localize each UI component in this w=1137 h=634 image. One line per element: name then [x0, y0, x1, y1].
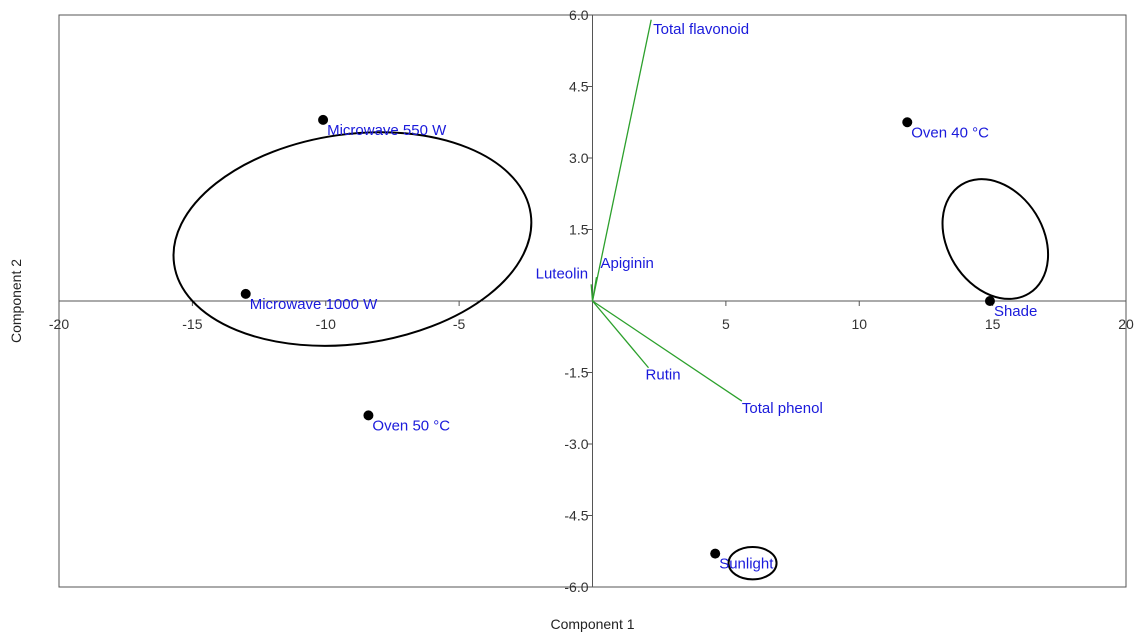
- point-label: Microwave 1000 W: [250, 296, 378, 313]
- x-tick-label: -5: [453, 316, 466, 332]
- loading-label: Apiginin: [601, 255, 654, 272]
- tick-layer: -20 -15 -10 -5 5 10 15 20 6.0 4.5 3.0 1.5 -1.5 -3.0 -4…: [49, 7, 1134, 595]
- loading-vectors: Total flavonoid Apiginin Luteolin Rutin Tota…: [536, 19, 823, 417]
- loading-line: [590, 284, 594, 302]
- x-tick-label: 5: [722, 316, 730, 332]
- point-label: Oven 50 °C: [372, 417, 450, 434]
- group-ellipse: [727, 545, 778, 581]
- loading-label: Total phenol: [742, 400, 823, 417]
- x-tick-label: 20: [1118, 316, 1134, 332]
- score-point: [710, 548, 721, 559]
- x-tick-label: 15: [985, 316, 1001, 332]
- loading-line: [592, 300, 743, 402]
- y-tick-label: 3.0: [569, 150, 589, 166]
- x-tick-label: 10: [851, 316, 867, 332]
- group-ellipses: [172, 131, 1050, 581]
- y-tick-label: -1.5: [564, 365, 588, 381]
- score-point: [363, 410, 374, 421]
- loading-label: Rutin: [646, 367, 681, 384]
- loading-line: [592, 300, 650, 369]
- x-axis-title: Component 1: [550, 616, 634, 632]
- y-tick-label: 6.0: [569, 7, 589, 23]
- y-tick-label: -4.5: [564, 508, 588, 524]
- loading-line: [591, 277, 598, 302]
- x-tick-label: -15: [182, 316, 202, 332]
- score-point: [984, 296, 995, 306]
- y-tick-label: 4.5: [569, 79, 589, 95]
- loading-label: Luteolin: [536, 265, 589, 282]
- score-point: [902, 117, 913, 128]
- loading-label: Total flavonoid: [653, 21, 749, 38]
- group-ellipse: [172, 131, 533, 347]
- x-tick-label: -10: [316, 316, 336, 332]
- x-tick-label: -20: [49, 316, 69, 332]
- point-label: Sunlight: [719, 556, 774, 573]
- y-tick-label: 1.5: [569, 222, 589, 238]
- y-tick-label: -6.0: [564, 579, 588, 595]
- loading-line: [591, 19, 652, 302]
- score-points: Microwave 550 W Microwave 1000 W Oven 50 °…: [240, 114, 1037, 573]
- y-tick-label: -3.0: [564, 436, 588, 452]
- group-ellipse: [941, 178, 1050, 300]
- point-label: Shade: [994, 303, 1037, 320]
- score-point: [318, 114, 329, 125]
- score-point: [240, 288, 251, 299]
- point-label: Oven 40 °C: [911, 124, 989, 141]
- y-axis-title: Component 2: [8, 259, 24, 343]
- point-label: Microwave 550 W: [327, 122, 447, 139]
